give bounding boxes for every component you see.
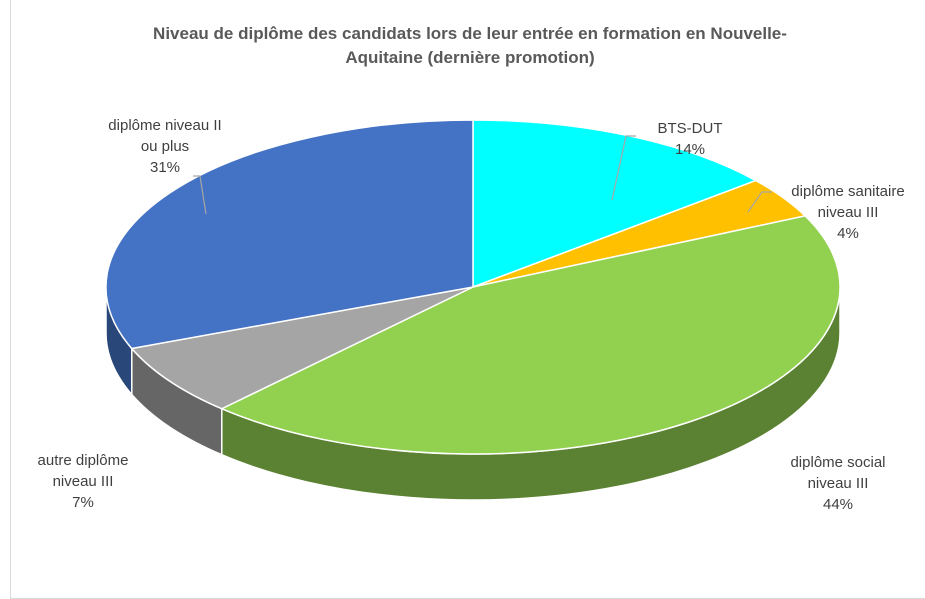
slice-label: autre diplôme niveau III 7% bbox=[8, 450, 158, 513]
leader-line bbox=[193, 175, 207, 215]
slice-label: BTS-DUT 14% bbox=[615, 118, 765, 160]
pie-slice bbox=[130, 286, 474, 410]
slice-label: diplôme sanitaire niveau III 4% bbox=[773, 181, 923, 244]
pie-slice bbox=[105, 119, 474, 350]
value-label: 14% bbox=[674, 141, 706, 158]
category-label: diplôme social niveau III bbox=[790, 454, 886, 492]
value-label: 4% bbox=[837, 225, 859, 242]
slice-label: diplôme niveau II ou plus 31% bbox=[90, 115, 240, 178]
category-label: diplôme niveau II ou plus bbox=[108, 117, 222, 155]
chart-title: Niveau de diplôme des candidats lors de … bbox=[153, 24, 787, 67]
pie-slice bbox=[219, 215, 841, 455]
value-label: 7% bbox=[72, 494, 94, 511]
value-label: 44% bbox=[822, 496, 854, 513]
category-label: diplôme sanitaire niveau III bbox=[791, 183, 905, 221]
leader-line bbox=[611, 135, 636, 201]
leader-lines bbox=[193, 135, 772, 215]
value-label: 31% bbox=[149, 159, 181, 176]
category-label: BTS-DUT bbox=[657, 120, 723, 137]
leader-line bbox=[747, 191, 772, 213]
category-label: autre diplôme niveau III bbox=[37, 452, 129, 490]
slice-label: diplôme social niveau III 44% bbox=[763, 452, 913, 515]
